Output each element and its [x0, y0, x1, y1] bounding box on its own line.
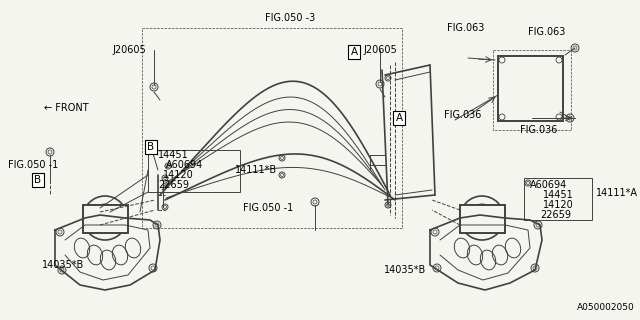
Text: A: A	[396, 113, 403, 123]
Text: B: B	[147, 142, 155, 152]
Text: 22659: 22659	[158, 180, 189, 190]
Bar	[524, 178, 592, 220]
Text: ← FRONT: ← FRONT	[44, 103, 88, 113]
Text: J20605: J20605	[363, 45, 397, 55]
Text: 14120: 14120	[163, 170, 194, 180]
Text: FIG.050 -1: FIG.050 -1	[243, 203, 293, 213]
Text: FIG.050 -1: FIG.050 -1	[8, 160, 58, 170]
Bar	[498, 56, 563, 121]
Text: B: B	[35, 175, 42, 185]
Text: FIG.050 -3: FIG.050 -3	[265, 13, 315, 23]
Text: FIG.063: FIG.063	[447, 23, 484, 33]
Text: A050002050: A050002050	[577, 303, 635, 312]
Bar	[142, 28, 402, 228]
Text: 14111*A: 14111*A	[596, 188, 638, 198]
Text: J20605: J20605	[112, 45, 146, 55]
Text: A60694: A60694	[530, 180, 567, 190]
Text: A: A	[351, 47, 358, 57]
Bar	[83, 205, 128, 233]
Text: FIG.036: FIG.036	[520, 125, 557, 135]
Bar	[498, 56, 563, 121]
Text: FIG.036: FIG.036	[444, 110, 481, 120]
Bar	[460, 205, 505, 233]
Text: 22659: 22659	[540, 210, 571, 220]
Bar	[83, 205, 128, 233]
Text: FIG.063: FIG.063	[528, 27, 565, 37]
Text: 14035*B: 14035*B	[384, 265, 426, 275]
Text: 14111*B: 14111*B	[235, 165, 277, 175]
Bar	[493, 50, 571, 130]
Text: 14451: 14451	[543, 190, 573, 200]
Text: 14035*B: 14035*B	[42, 260, 84, 270]
Text: A60694: A60694	[166, 160, 204, 170]
Bar	[148, 150, 240, 192]
Bar	[460, 205, 505, 233]
Text: 14120: 14120	[543, 200, 573, 210]
Text: 14451: 14451	[158, 150, 189, 160]
